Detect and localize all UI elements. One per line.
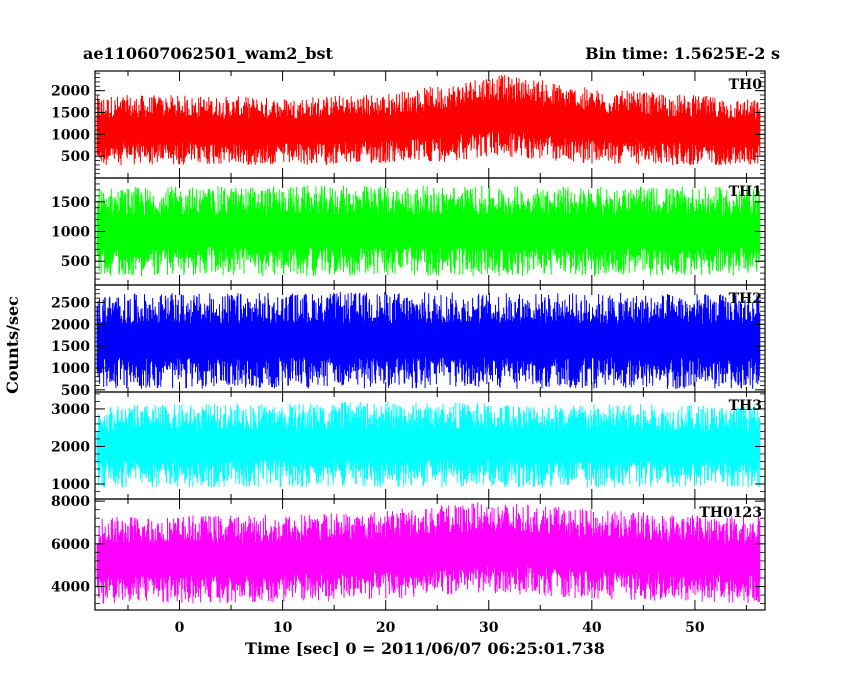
bin-time-label: Bin time: 1.5625E-2 s: [585, 44, 780, 63]
panel-name-th1: TH1: [729, 184, 762, 200]
panel-name-th2: TH2: [729, 291, 762, 307]
x-tick-label: 50: [685, 620, 705, 636]
y-tick-label: 2000: [51, 317, 90, 333]
panel-name-th0: TH0: [729, 77, 763, 93]
x-axis-label: Time [sec] 0 = 2011/06/07 06:25:01.738: [245, 639, 605, 658]
series-th1: [96, 185, 761, 277]
series-th0123: [96, 502, 761, 604]
y-axis-label: Counts/sec: [3, 296, 22, 394]
y-tick-label: 4000: [51, 580, 90, 596]
x-tick-label: 40: [582, 620, 602, 636]
series-th2: [96, 291, 761, 389]
panel-th0: 500 1000 1500 2000 TH0: [51, 70, 766, 179]
panel-th3: 1000 2000 3000 TH3: [51, 391, 766, 500]
y-tick-label: 1000: [51, 127, 90, 143]
y-tick-label: 500: [61, 383, 90, 399]
y-tick-label: 1500: [51, 105, 90, 121]
y-tick-label: 6000: [51, 537, 90, 553]
panel-name-th0123: TH0123: [699, 505, 762, 521]
chart-title: ae110607062501_wam2_bst: [83, 44, 334, 63]
y-tick-label: 3000: [51, 402, 90, 418]
y-tick-label: 1000: [51, 477, 90, 493]
y-tick-label: 1000: [51, 361, 90, 377]
y-tick-label: 2000: [51, 84, 90, 100]
y-tick-label: 2000: [51, 439, 90, 455]
x-tick-label: 0: [175, 620, 185, 636]
panel-th2: 500 1000 1500 2000 2500 TH2: [51, 284, 766, 399]
x-tick-label: 30: [479, 620, 499, 636]
panel-th0123: 4000 6000 8000 TH0123: [51, 494, 766, 611]
y-tick-label: 2500: [51, 295, 90, 311]
y-tick-label: 500: [61, 254, 90, 270]
y-tick-label: 8000: [51, 494, 90, 510]
panel-name-th3: TH3: [729, 398, 762, 414]
series-th3: [96, 401, 761, 488]
panel-th1: 500 1000 1500 TH1: [51, 177, 766, 286]
x-tick-label: 10: [273, 620, 293, 636]
y-tick-label: 1500: [51, 339, 90, 355]
series-th0: [96, 74, 761, 166]
y-tick-label: 1500: [51, 195, 90, 211]
y-tick-label: 1000: [51, 225, 90, 241]
panel-frame: [94, 498, 766, 611]
y-tick-label: 500: [61, 149, 90, 165]
x-tick-label: 20: [376, 620, 396, 636]
